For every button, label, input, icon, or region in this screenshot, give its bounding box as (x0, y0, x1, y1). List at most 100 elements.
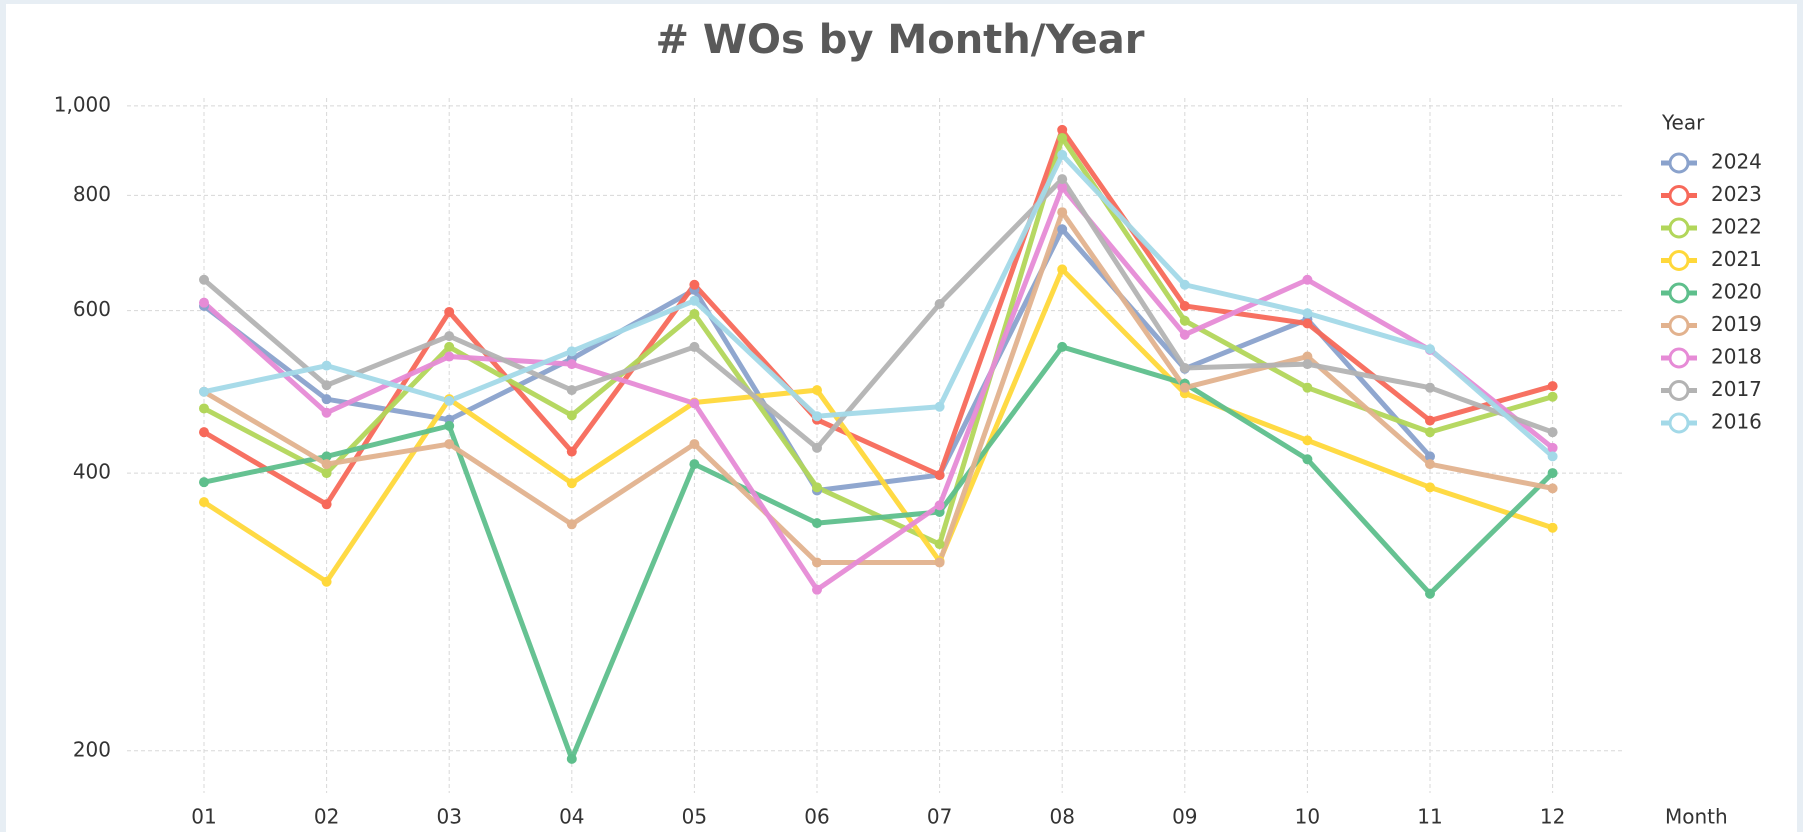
point (1425, 415, 1435, 426)
point (1302, 382, 1313, 393)
legend-label: 2024 (1711, 150, 1762, 174)
point (1179, 382, 1190, 393)
x-tick-label: 07 (927, 805, 952, 829)
point (812, 411, 822, 422)
point (199, 427, 209, 438)
x-tick-label: 06 (804, 805, 829, 829)
point (444, 306, 455, 317)
point (444, 331, 455, 342)
point (321, 407, 332, 418)
point (1547, 522, 1558, 533)
point (1057, 264, 1068, 275)
point (934, 470, 945, 481)
legend-label: 2021 (1711, 247, 1762, 271)
point (812, 557, 822, 568)
point (321, 576, 332, 587)
point (1057, 182, 1068, 193)
point (1179, 329, 1190, 340)
x-tick-label: 08 (1049, 805, 1074, 829)
y-tick-label: 1,000 (54, 92, 111, 116)
series-line (202, 184, 1555, 593)
point (1425, 451, 1435, 462)
series-line (202, 176, 1554, 451)
point (444, 420, 455, 431)
point (1179, 362, 1190, 373)
point (566, 359, 577, 370)
point (934, 298, 945, 309)
x-tick-label: 05 (682, 805, 707, 829)
x-tick-label: 09 (1172, 805, 1197, 829)
point (566, 385, 577, 396)
point (566, 346, 577, 357)
x-tick-label: 03 (436, 805, 461, 829)
legend-marker (1668, 282, 1690, 304)
x-tick-label: 11 (1417, 805, 1442, 829)
legend-label: 2020 (1711, 280, 1762, 304)
point (1179, 279, 1190, 290)
legend-marker (1668, 380, 1690, 401)
point (812, 518, 822, 529)
point (1425, 482, 1435, 493)
point (199, 297, 209, 308)
chart-title: # WOs by Month/Year (655, 17, 1144, 63)
point (566, 478, 577, 489)
point (1057, 133, 1068, 144)
point (812, 482, 822, 493)
point (1057, 174, 1068, 185)
x-tick-label: 04 (559, 805, 584, 829)
point (1057, 207, 1068, 218)
point (689, 398, 700, 409)
legend-label: 2016 (1711, 410, 1762, 434)
point (1302, 359, 1313, 370)
series-line (202, 209, 1554, 565)
point (321, 394, 332, 405)
legend-marker (1668, 250, 1690, 271)
point (566, 410, 577, 421)
point (1057, 224, 1068, 235)
point (1302, 308, 1313, 319)
point (1425, 459, 1435, 470)
point (199, 477, 209, 488)
legend-label: 2019 (1711, 312, 1762, 336)
legend-marker (1668, 347, 1690, 369)
point (689, 459, 700, 470)
point (1547, 451, 1558, 462)
series-line (203, 344, 1555, 762)
y-tick-label: 200 (73, 737, 111, 761)
point (199, 386, 209, 397)
x-tick-label: 12 (1540, 805, 1565, 829)
point (321, 451, 332, 462)
point (566, 519, 577, 530)
legend-title: Year (1661, 111, 1705, 135)
point (1179, 315, 1190, 326)
legend-marker (1668, 412, 1690, 434)
legend-marker (1668, 217, 1690, 239)
point (1425, 588, 1435, 599)
x-axis-label: Month (1665, 805, 1728, 829)
x-tick-label: 10 (1295, 805, 1320, 829)
legend-marker (1668, 315, 1690, 336)
point (444, 351, 455, 362)
point (1425, 344, 1435, 355)
point (1547, 468, 1558, 479)
point (566, 753, 577, 764)
point (934, 401, 945, 412)
point (1057, 124, 1068, 135)
y-tick-label: 400 (73, 460, 111, 484)
point (321, 360, 332, 371)
point (689, 295, 700, 306)
point (1302, 318, 1313, 329)
point (1057, 149, 1068, 160)
point (1547, 427, 1558, 438)
point (812, 584, 822, 595)
legend-label: 2022 (1711, 215, 1762, 239)
point (199, 403, 209, 414)
point (444, 439, 455, 450)
point (1547, 381, 1558, 392)
point (444, 341, 455, 352)
point (444, 395, 455, 406)
point (1302, 274, 1313, 285)
point (1425, 427, 1435, 438)
legend-label: 2017 (1711, 377, 1762, 401)
